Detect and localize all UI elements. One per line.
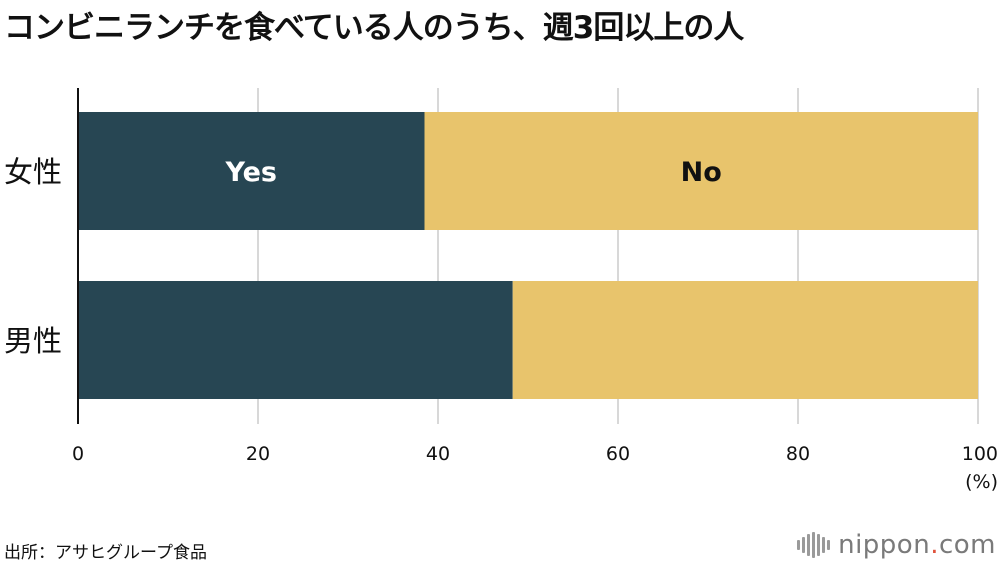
category-label-0: 女性 (4, 155, 62, 189)
logo-tld: com (938, 530, 996, 560)
logo-dot: . (930, 530, 939, 560)
source-note: 出所：アサヒグループ食品 (4, 543, 207, 563)
x-tick-label-0: 0 (72, 443, 84, 465)
x-tick-label-20: 20 (246, 443, 270, 465)
bar-yes-0 (78, 112, 425, 230)
chart-title: コンビニランチを食べている人のうち、週3回以上の人 (4, 10, 744, 46)
nippon-logo[interactable]: nippon.com (797, 528, 996, 562)
logo-name: nippon (838, 530, 931, 560)
x-tick-label-80: 80 (786, 443, 810, 465)
x-unit-label: (%) (965, 471, 998, 493)
axes: 0 20 40 60 80 100 (%) (72, 88, 998, 493)
x-tick-label-40: 40 (426, 443, 450, 465)
logo-wordmark: nippon.com (838, 530, 996, 560)
bar-label-no: No (681, 157, 722, 188)
logo-bars-icon (797, 532, 831, 558)
x-tick-label-100: 100 (962, 443, 998, 465)
bar-yes-1 (78, 281, 513, 399)
x-tick-label-60: 60 (606, 443, 630, 465)
category-label-1: 男性 (4, 324, 62, 358)
bar-no-1 (512, 281, 978, 399)
bars (78, 112, 978, 399)
bar-label-yes: Yes (225, 157, 277, 188)
bar-no-0 (424, 112, 978, 230)
